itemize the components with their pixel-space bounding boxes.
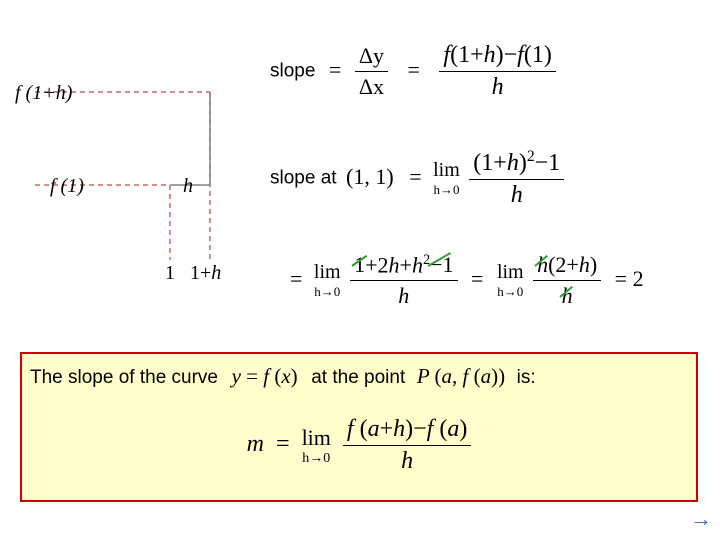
diagram-y1: f (1+h) (15, 82, 72, 105)
slope-at-label: slope at (270, 168, 337, 189)
diagram-y2: f (1) (50, 175, 84, 198)
slope-label: slope (270, 61, 315, 82)
slope-at-equation: slope at (1, 1) = lim h→0 (1+h)2−1 h (270, 148, 564, 209)
slope-at-den: h (469, 180, 564, 209)
point-11: (1, 1) (346, 164, 394, 189)
diagram-h: h (183, 175, 193, 198)
diagram-x1: 1 (165, 262, 175, 285)
slope-equation: slope = Δy Δx = f(1+h)−f(1) h (270, 42, 556, 101)
next-arrow-icon[interactable]: → (690, 506, 712, 532)
result-2: = 2 (615, 266, 644, 291)
slope-den: h (439, 72, 555, 101)
diagram-x2: 1+h (190, 262, 221, 285)
secant-diagram: f (1+h) f (1) h 1 1+h (35, 70, 235, 280)
expansion-equation: = lim h→0 1+2h+h2−1 h = lim h→0 h(2+h) h… (290, 252, 644, 309)
dx: Δx (355, 72, 388, 100)
dy: Δy (355, 43, 388, 72)
definition-formula: m = lim h→0 f (a+h)−f (a) h (22, 416, 696, 475)
definition-box: The slope of the curve y = f (x) at the … (20, 352, 698, 502)
definition-line: The slope of the curve y = f (x) at the … (30, 364, 688, 389)
